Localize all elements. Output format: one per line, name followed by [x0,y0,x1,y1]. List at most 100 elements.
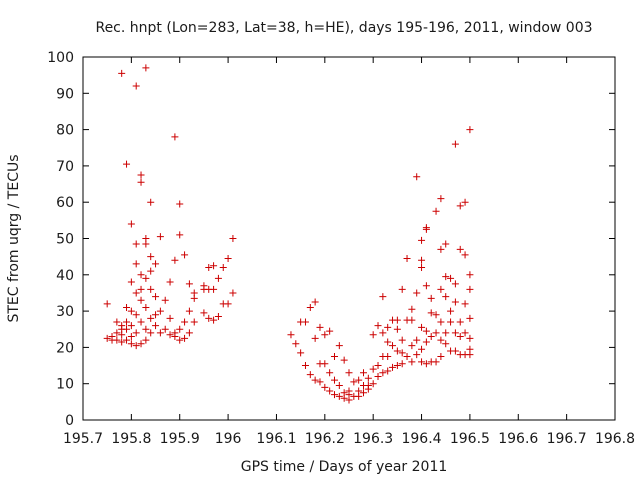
x-tick-label: 195.7 [63,431,103,447]
y-tick-label: 0 [65,413,74,429]
data-point [127,322,135,330]
data-point [205,264,213,272]
data-point [393,325,401,333]
data-point [330,376,338,384]
x-tick-label: 196.7 [547,431,587,447]
data-point [345,396,353,404]
data-point [413,289,421,297]
data-point [181,334,189,342]
y-tick-label: 20 [56,340,74,356]
data-point [147,329,155,337]
data-point [374,372,382,380]
data-point [442,240,450,248]
data-point [398,336,406,344]
x-tick-label: 196.4 [401,431,441,447]
data-point [393,347,401,355]
data-point [418,358,426,366]
data-point [437,352,445,360]
data-point [418,345,426,353]
data-point [147,314,155,322]
y-tick-label: 60 [56,195,74,211]
data-point [142,64,150,72]
data-point [219,264,227,272]
data-point [355,392,363,400]
y-tick-label: 50 [56,232,74,248]
data-point [152,260,160,268]
data-point [408,305,416,313]
data-point [326,369,334,377]
data-point [132,329,140,337]
data-point [171,133,179,141]
data-point [340,394,348,402]
x-tick-label: 195.8 [111,431,151,447]
data-point [321,383,329,391]
data-point [379,293,387,301]
data-point [147,253,155,261]
data-point [384,352,392,360]
data-point [316,378,324,386]
data-point [326,387,334,395]
data-point [461,251,469,259]
data-point [166,278,174,286]
data-point [185,329,193,337]
data-point [287,331,295,339]
data-point [413,351,421,359]
data-point [369,365,377,373]
data-point [350,378,358,386]
data-point [374,322,382,330]
data-point [321,331,329,339]
plot-frame [82,56,616,421]
data-point [137,271,145,279]
data-point [123,325,131,333]
data-point [340,356,348,364]
data-point [185,307,193,315]
data-point [142,325,150,333]
data-point [408,316,416,324]
data-point [292,340,300,348]
data-point [190,318,198,326]
data-point [360,369,368,377]
data-point [123,160,131,168]
data-point [166,331,174,339]
data-point [437,336,445,344]
data-point [132,311,140,319]
y-tick-label: 80 [56,123,74,139]
data-point [321,360,329,368]
data-point [176,200,184,208]
data-point [456,333,464,341]
data-point [451,140,459,148]
data-point [422,282,430,290]
data-point [456,245,464,253]
data-point [379,329,387,337]
data-point [447,307,455,315]
data-point [205,314,213,322]
data-point [418,236,426,244]
data-point [384,338,392,346]
data-point [142,336,150,344]
x-tick-label: 196.6 [498,431,538,447]
data-point [442,273,450,281]
data-point [118,331,126,339]
data-point [214,274,222,282]
data-point [345,369,353,377]
data-point [127,278,135,286]
data-point [432,207,440,215]
data-point [432,358,440,366]
y-tick-label: 70 [56,159,74,175]
data-point [422,327,430,335]
data-point [311,376,319,384]
data-point [137,171,145,179]
data-point [214,313,222,321]
data-point [427,309,435,317]
data-point [466,126,474,134]
data-point [369,380,377,388]
data-point [103,300,111,308]
x-tick-label: 195.9 [160,431,200,447]
data-point [316,323,324,331]
data-point [156,307,164,315]
data-point [137,318,145,326]
data-point [137,285,145,293]
data-point [364,374,372,382]
data-point [161,296,169,304]
data-point [176,231,184,239]
